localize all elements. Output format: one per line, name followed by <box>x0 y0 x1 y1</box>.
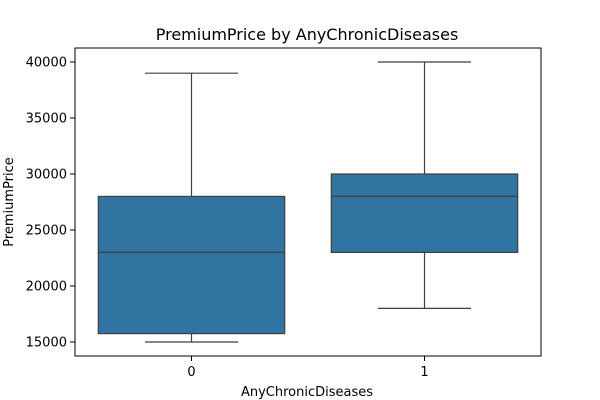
x-tick-label: 0 <box>187 365 195 380</box>
plot-frame <box>74 47 542 357</box>
y-tick-label: 40000 <box>26 56 67 71</box>
y-axis-label: PremiumPrice <box>2 157 17 247</box>
y-tick-label: 25000 <box>26 224 67 239</box>
y-tick-label: 30000 <box>26 168 67 183</box>
chart-title: PremiumPrice by AnyChronicDiseases <box>156 25 459 44</box>
x-tick-label: 1 <box>420 365 428 380</box>
plot-area <box>97 61 519 343</box>
y-tick-label: 35000 <box>26 112 67 127</box>
iqr-box <box>330 173 519 254</box>
y-axis: 15000 20000 25000 30000 35000 40000 <box>26 56 75 351</box>
box-group-0 <box>97 72 286 343</box>
x-axis-label: AnyChronicDiseases <box>241 385 373 400</box>
y-tick-label: 15000 <box>26 336 67 351</box>
iqr-box <box>97 195 286 335</box>
y-tick-label: 20000 <box>26 280 67 295</box>
box-group-1 <box>330 61 519 309</box>
